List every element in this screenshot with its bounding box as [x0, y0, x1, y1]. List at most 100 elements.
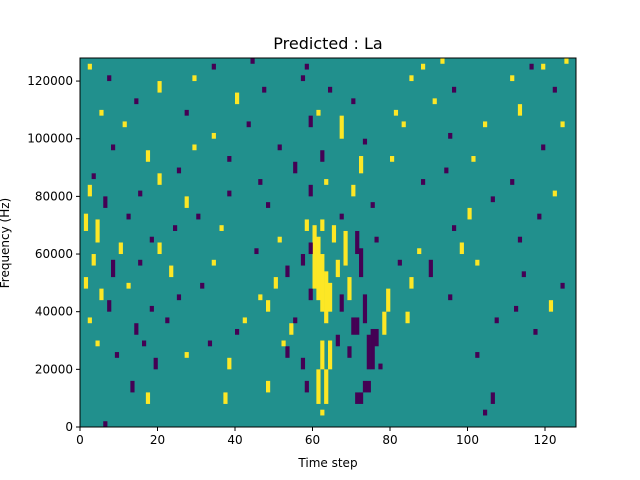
heatmap-cell — [370, 328, 375, 370]
heatmap-cell — [359, 156, 364, 174]
heatmap-cell — [293, 317, 298, 324]
heatmap-cell — [452, 86, 457, 93]
heatmap-cell — [176, 167, 182, 174]
heatmap-cell — [304, 380, 309, 393]
heatmap-cell — [184, 196, 189, 208]
heatmap-cell — [157, 173, 162, 185]
heatmap-cell — [560, 121, 565, 128]
heatmap-cell — [421, 63, 426, 70]
heatmap-cell — [308, 184, 313, 197]
heatmap-cell — [529, 63, 534, 70]
heatmap-cell — [490, 392, 495, 404]
heatmap-cell — [483, 121, 488, 128]
heatmap-cell — [103, 421, 108, 427]
x-axis-label: Time step — [297, 456, 357, 470]
heatmap-cell — [335, 334, 340, 347]
y-axis: 0 20000 40000 60000 80000 100000 120000 — [27, 74, 80, 434]
heatmap-cell — [328, 86, 333, 93]
heatmap-cell — [262, 86, 267, 93]
heatmap-cell — [281, 340, 286, 347]
heatmap-cell — [374, 328, 379, 347]
heatmap-cell — [331, 225, 337, 243]
x-tick-label: 100 — [456, 433, 479, 447]
heatmap-cell — [552, 190, 557, 197]
heatmap-cell — [362, 380, 368, 393]
heatmap-cell — [355, 230, 360, 255]
heatmap-cell — [351, 98, 356, 105]
heatmap-cell — [250, 58, 255, 64]
heatmap-cell — [401, 121, 406, 128]
heatmap-cell — [227, 357, 232, 370]
heatmap-cell — [145, 150, 151, 162]
heatmap-cell — [122, 121, 127, 128]
heatmap-cell — [126, 213, 131, 220]
x-tick-label: 120 — [534, 433, 557, 447]
heatmap-cell — [494, 317, 499, 324]
heatmap-cell — [328, 340, 333, 370]
heatmap-cells — [83, 58, 569, 427]
heatmap-cell — [192, 144, 197, 151]
heatmap-cell — [335, 259, 340, 278]
heatmap-cell — [95, 219, 100, 243]
heatmap-cell — [537, 213, 542, 220]
heatmap-cell — [83, 213, 89, 231]
heatmap-cell — [266, 202, 271, 208]
heatmap-cell — [552, 86, 557, 93]
heatmap-cell — [366, 380, 371, 393]
y-tick-label: 100000 — [27, 132, 73, 146]
heatmap-cell — [541, 63, 546, 70]
plot-frame — [79, 57, 577, 428]
heatmap-cell — [393, 109, 399, 116]
heatmap-cell — [448, 294, 453, 301]
heatmap-cell — [521, 271, 526, 278]
heatmap-cell — [409, 277, 414, 289]
heatmap-cell — [432, 98, 437, 105]
heatmap-cell — [320, 219, 325, 231]
heatmap-cell — [300, 357, 306, 370]
heatmap-cell — [300, 75, 306, 82]
heatmap-cell — [409, 75, 414, 82]
y-tick-label: 0 — [65, 420, 73, 434]
heatmap-cell — [145, 392, 151, 404]
heatmap-cell — [339, 294, 344, 312]
heatmap-cell — [246, 121, 251, 128]
heatmap-cell — [134, 323, 139, 335]
heatmap-cell — [374, 236, 379, 243]
heatmap-cell — [324, 369, 329, 404]
heatmap-cell — [386, 288, 391, 312]
heatmap-cell — [176, 294, 182, 301]
heatmap-cell — [308, 242, 313, 255]
heatmap-cell — [149, 305, 154, 312]
heatmap-cell — [514, 305, 519, 312]
heatmap-cell — [304, 63, 309, 70]
heatmap-cell — [459, 242, 464, 255]
heatmap-cell — [87, 63, 92, 70]
heatmap-cell — [316, 369, 321, 404]
heatmap-cell — [359, 248, 364, 278]
heatmap-cell — [440, 58, 445, 64]
heatmap-cell — [227, 190, 232, 197]
y-tick-label: 60000 — [35, 247, 73, 261]
heatmap-cell — [273, 277, 278, 289]
heatmap-cell — [87, 317, 92, 324]
heatmap-cell — [533, 328, 538, 335]
heatmap-cell — [87, 184, 92, 197]
heatmap-cell — [362, 294, 368, 324]
heatmap-cell — [223, 392, 228, 404]
heatmap-cell — [560, 282, 565, 289]
heatmap-cell — [548, 300, 554, 312]
heatmap-cell — [320, 340, 325, 370]
heatmap-cell — [351, 184, 356, 197]
heatmap-cell — [196, 213, 201, 220]
heatmap-cell — [207, 340, 213, 347]
heatmap-cell — [366, 334, 371, 370]
heatmap-cell — [320, 409, 325, 416]
heatmap-cell — [316, 109, 321, 116]
heatmap-cell — [312, 225, 317, 289]
heatmap-cell — [564, 58, 569, 64]
heatmap-cell — [428, 259, 433, 278]
heatmap-cell — [111, 259, 116, 278]
heatmap-cell — [211, 132, 216, 139]
heatmap-cell — [169, 265, 174, 278]
heatmap-cell — [308, 288, 313, 301]
